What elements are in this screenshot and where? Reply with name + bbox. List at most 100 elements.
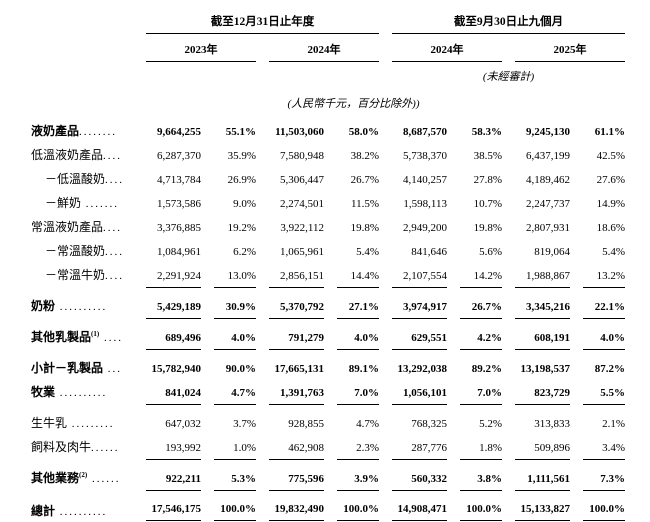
period-group-annual-title: 截至12月31日止年度: [146, 13, 379, 34]
value-cell: 9,664,255: [133, 112, 201, 144]
value-cell: 2,247,737: [502, 192, 570, 216]
cell-text: 100.0%: [337, 491, 379, 522]
cell-text: 3,345,216: [515, 289, 570, 319]
row-label-cell: 液奶產品........: [18, 112, 133, 144]
value-cell: 4,713,784: [133, 168, 201, 192]
percent-cell: 3.8%: [447, 460, 502, 491]
cell-text: 26.7%: [460, 289, 502, 319]
cell-text: 5.4%: [602, 246, 625, 258]
percent-cell: 89.1%: [324, 350, 379, 381]
percent-cell: 22.1%: [570, 288, 625, 319]
cell-text: 55.1%: [225, 126, 256, 138]
cell-text: 42.5%: [596, 150, 625, 162]
cell-text: 287,776: [392, 437, 447, 460]
cell-text: 15,782,940: [151, 363, 202, 375]
cell-text: 4.0%: [214, 320, 256, 350]
year-header-row: 2023年 2024年 2024年 2025年: [18, 34, 625, 62]
value-cell: 928,855: [256, 405, 324, 436]
value-cell: 5,306,447: [256, 168, 324, 192]
row-label: －低溫酸奶: [45, 172, 106, 186]
cell-text: 2.3%: [337, 437, 379, 460]
cell-text: 17,665,131: [274, 363, 325, 375]
percent-cell: 14.4%: [324, 264, 379, 288]
dot-leader: ........: [79, 126, 118, 138]
cell-text: 19.2%: [227, 222, 256, 234]
value-cell: 9,245,130: [502, 112, 570, 144]
table-row: 低溫液奶產品.... 6,287,370 35.9% 7,580,948 38.2% 5,…: [18, 144, 625, 168]
period-group-annual-cell: 截至12月31日止年度: [133, 13, 379, 34]
empty-label-cell: [18, 34, 133, 62]
cell-text: 2,291,924: [146, 265, 201, 288]
row-label: －鮮奶: [45, 196, 82, 210]
percent-cell: 2.1%: [570, 405, 625, 436]
value-cell: 13,292,038: [379, 350, 448, 381]
value-cell: 608,191: [502, 319, 570, 350]
value-cell: 3,922,112: [256, 216, 324, 240]
revenue-breakdown-table: 截至12月31日止年度 截至9月30日止九個月 2023年 2024年 2024…: [18, 13, 625, 522]
unit-note-row: (人民幣千元，百分比除外)): [18, 85, 625, 112]
cell-text: 14.9%: [596, 198, 625, 210]
value-cell: 19,832,490: [256, 491, 324, 522]
value-cell: 1,111,561: [502, 460, 570, 491]
percent-cell: 11.5%: [324, 192, 379, 216]
cell-text: 9,245,130: [526, 126, 570, 138]
percent-cell: 1.8%: [447, 436, 502, 460]
row-label-cell: －低溫酸奶....: [18, 168, 133, 192]
value-cell: 7,580,948: [256, 144, 324, 168]
year-2024-header-cell: 2024年: [256, 34, 379, 62]
value-cell: 509,896: [502, 436, 570, 460]
value-cell: 2,807,931: [502, 216, 570, 240]
percent-cell: 19.8%: [324, 216, 379, 240]
cell-text: 608,191: [515, 320, 570, 350]
cell-text: 4.0%: [583, 320, 625, 350]
dot-leader: ....: [103, 222, 123, 234]
value-cell: 287,776: [379, 436, 447, 460]
cell-text: 629,551: [392, 320, 447, 350]
row-label: 低溫液奶產品: [31, 148, 104, 162]
cell-text: 2,107,554: [392, 265, 447, 288]
cell-text: 5,429,189: [146, 289, 201, 319]
percent-cell: 4.7%: [201, 381, 256, 405]
cell-text: 4.2%: [460, 320, 502, 350]
unit-note-cell: (人民幣千元，百分比除外)): [133, 85, 625, 112]
cell-text: 22.1%: [583, 289, 625, 319]
dot-leader: ......: [87, 473, 121, 485]
footnote-ref: (2): [79, 471, 88, 479]
value-cell: 1,056,101: [379, 381, 447, 405]
cell-text: 5.6%: [479, 246, 502, 258]
cell-text: 7,580,948: [280, 150, 324, 162]
row-label: 飼料及肉牛: [31, 440, 92, 454]
percent-cell: 7.0%: [324, 381, 379, 405]
cell-text: 647,032: [165, 418, 201, 430]
cell-text: 100.0%: [460, 491, 502, 522]
cell-text: 26.9%: [227, 174, 256, 186]
value-cell: 5,370,792: [256, 288, 324, 319]
cell-text: 5.4%: [356, 246, 379, 258]
dot-leader: ..........: [55, 387, 108, 399]
cell-text: 13.2%: [583, 265, 625, 288]
cell-text: 3,376,885: [157, 222, 201, 234]
value-cell: 4,140,257: [379, 168, 447, 192]
value-cell: 313,833: [502, 405, 570, 436]
row-label: 常溫液奶產品: [31, 220, 104, 234]
percent-cell: 4.2%: [447, 319, 502, 350]
cell-text: 928,855: [288, 418, 324, 430]
percent-cell: 4.7%: [324, 405, 379, 436]
percent-cell: 27.8%: [447, 168, 502, 192]
percent-cell: 4.0%: [324, 319, 379, 350]
cell-text: 1,988,867: [515, 265, 570, 288]
percent-cell: 3.4%: [570, 436, 625, 460]
cell-text: 27.6%: [596, 174, 625, 186]
cell-text: 5,306,447: [280, 174, 324, 186]
value-cell: 689,496: [133, 319, 201, 350]
cell-text: 19.8%: [473, 222, 502, 234]
period-group-row: 截至12月31日止年度 截至9月30日止九個月: [18, 13, 625, 34]
cell-text: 4.7%: [214, 382, 256, 405]
row-label: 小計－乳製品: [31, 361, 104, 375]
cell-text: 3.4%: [583, 437, 625, 460]
dot-leader: ..........: [55, 301, 108, 313]
percent-cell: 14.9%: [570, 192, 625, 216]
year-2024-9m-label: 2024年: [392, 34, 502, 62]
value-cell: 560,332: [379, 460, 447, 491]
cell-text: 26.7%: [350, 174, 379, 186]
